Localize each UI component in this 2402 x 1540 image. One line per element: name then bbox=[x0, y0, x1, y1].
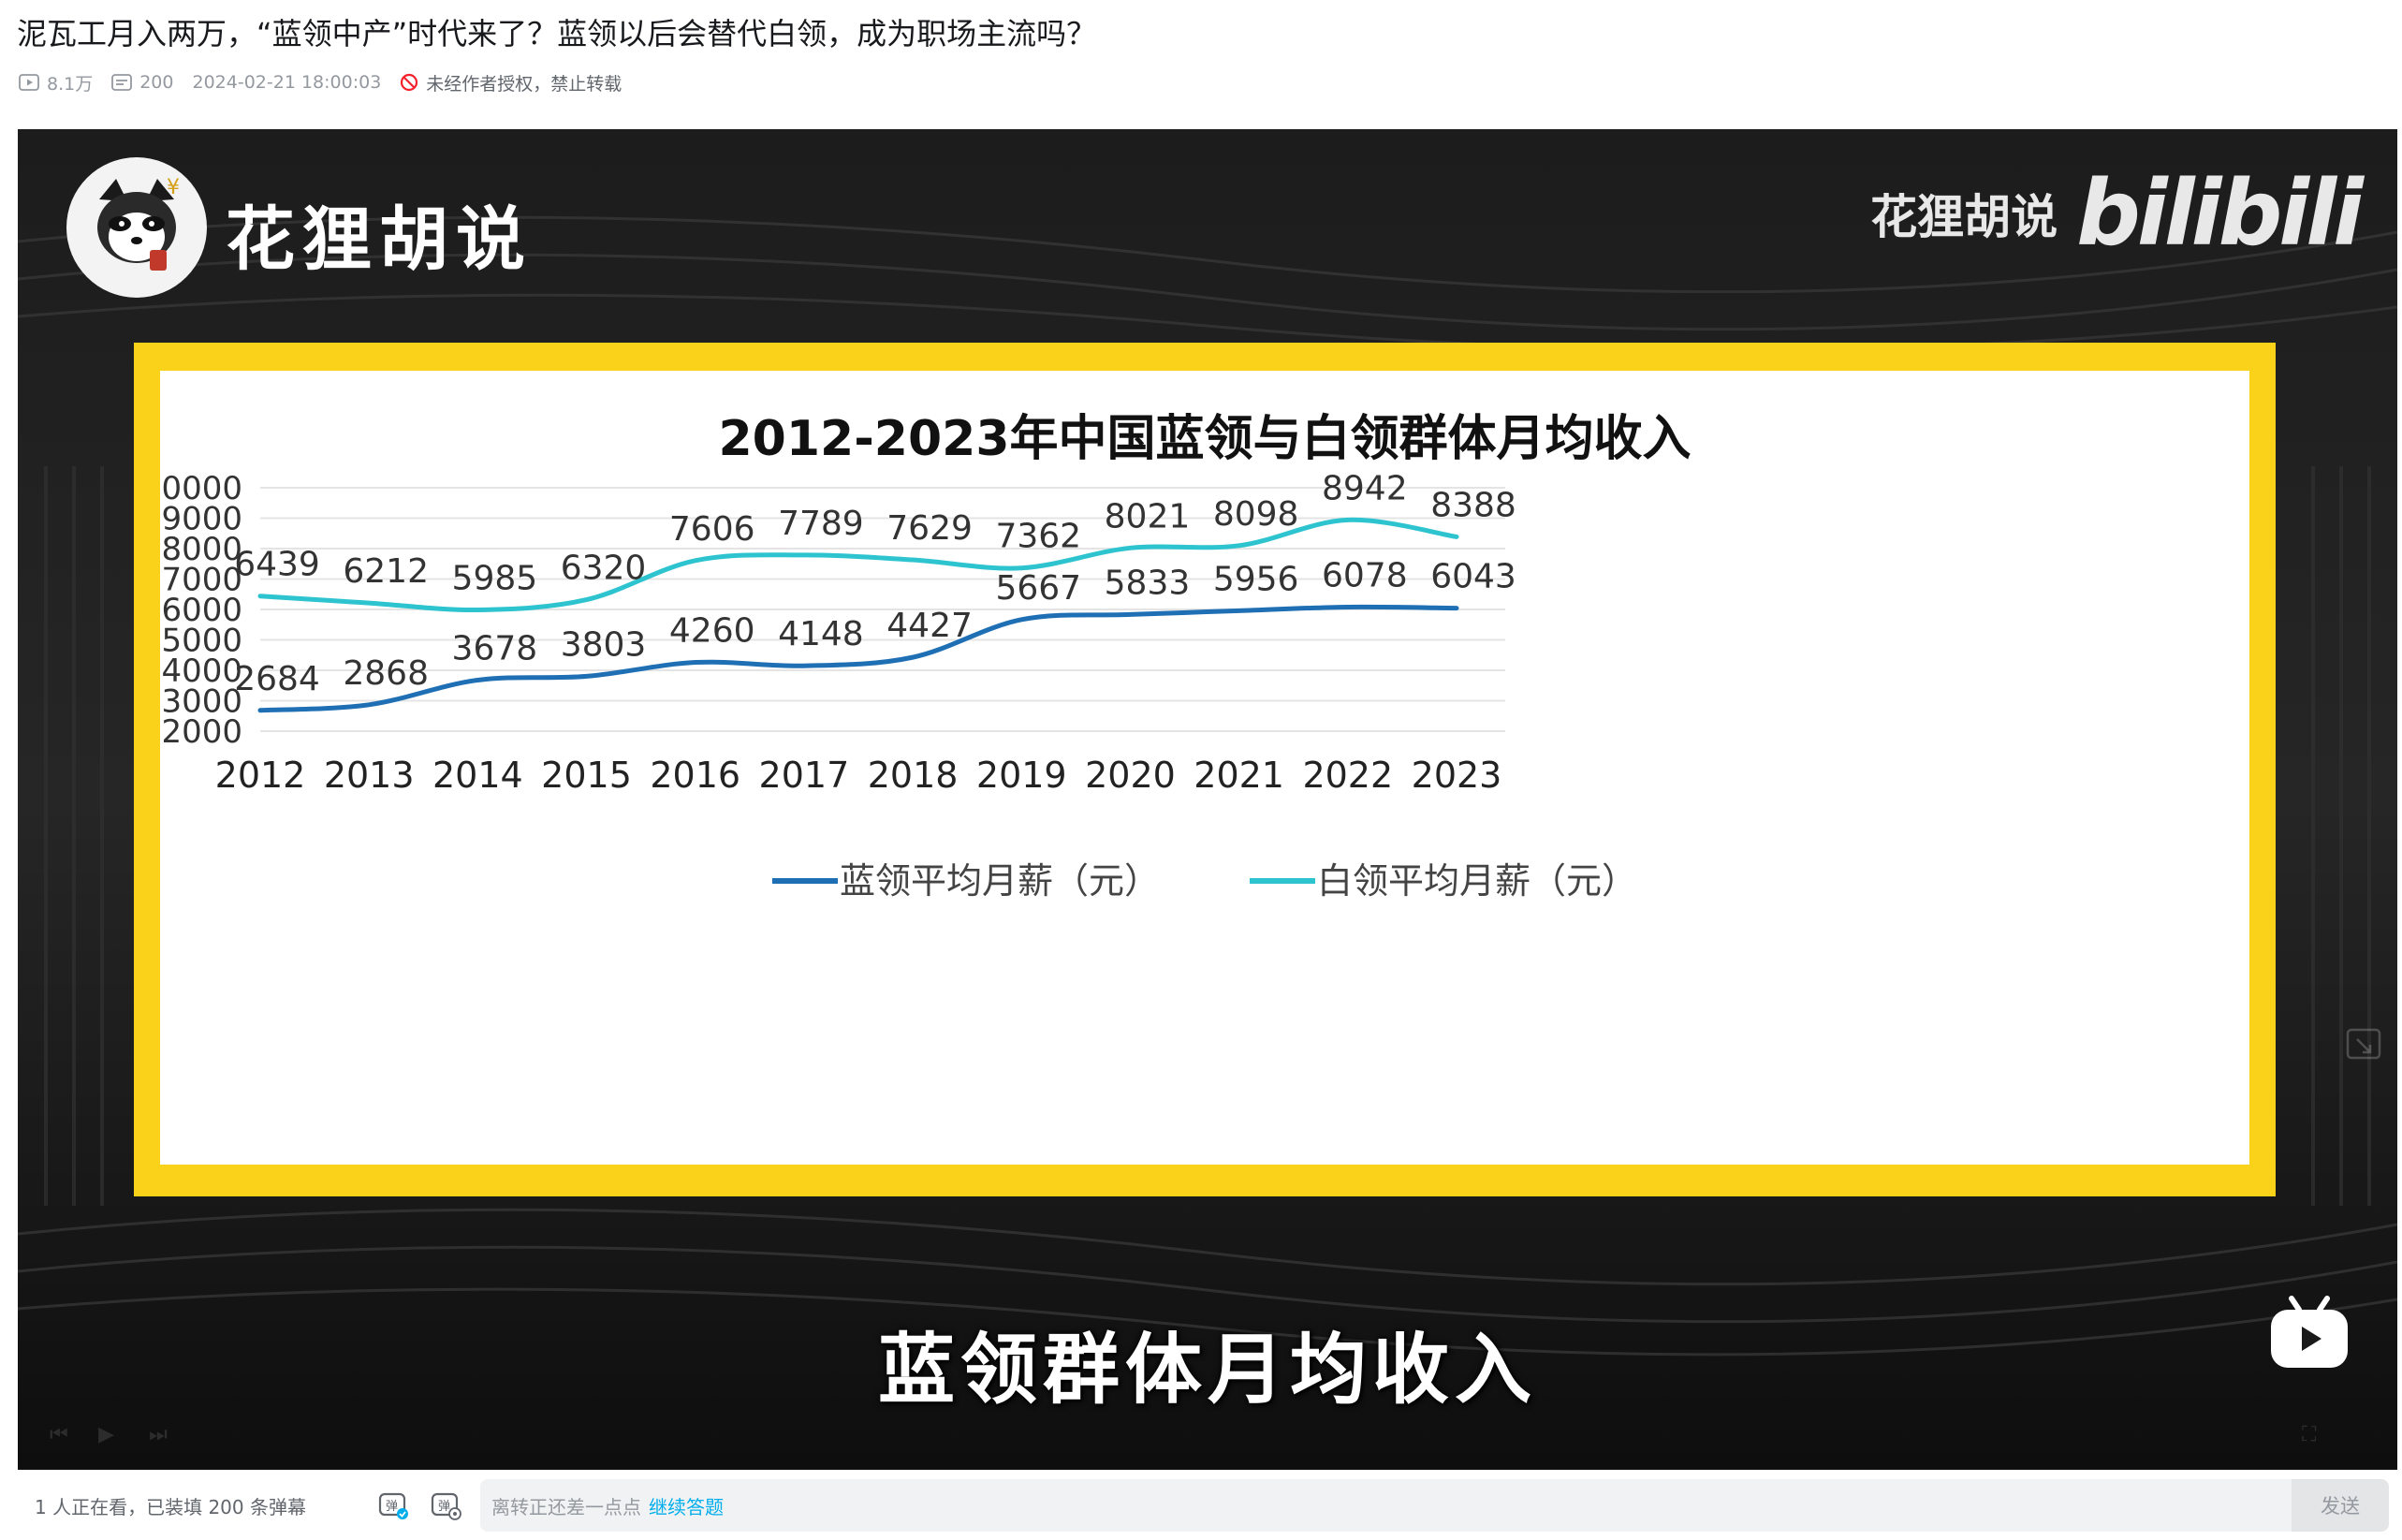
data-label: 5985 bbox=[452, 559, 538, 597]
play-icon[interactable]: ▶ bbox=[98, 1423, 114, 1446]
x-tick-label: 2012 bbox=[215, 755, 306, 796]
y-tick-label: 2000 bbox=[161, 713, 242, 751]
copyright-notice: 未经作者授权，禁止转载 bbox=[400, 70, 622, 95]
danmaku-input[interactable]: 离转正还差一点点 继续答题 bbox=[480, 1479, 2292, 1532]
y-tick-label: 5000 bbox=[161, 623, 242, 660]
data-label: 6078 bbox=[1322, 556, 1408, 594]
danmaku-icon bbox=[111, 74, 133, 91]
next-icon[interactable]: ⏭ bbox=[149, 1423, 168, 1446]
publish-time-value: 2024-02-21 18:00:03 bbox=[192, 72, 382, 93]
data-label: 2868 bbox=[343, 654, 429, 693]
data-label: 4427 bbox=[886, 607, 973, 645]
x-tick-label: 2018 bbox=[868, 755, 959, 796]
y-tick-label: 7000 bbox=[161, 562, 242, 599]
danmaku-settings[interactable]: 弹 bbox=[430, 1489, 461, 1521]
data-label: 8942 bbox=[1322, 469, 1408, 507]
y-tick-label: 6000 bbox=[161, 592, 242, 629]
data-label: 4148 bbox=[778, 615, 864, 653]
x-tick-label: 2021 bbox=[1194, 755, 1284, 796]
viewers-text: 1 人正在看，已装填 200 条弹幕 bbox=[35, 1495, 306, 1518]
video-subtitle: 蓝领群体月均收入 bbox=[877, 1326, 1537, 1415]
continue-quiz-link[interactable]: 继续答题 bbox=[649, 1495, 724, 1518]
publish-time: 2024-02-21 18:00:03 bbox=[192, 72, 381, 93]
raccoon-mascot-icon: ¥ bbox=[97, 176, 180, 271]
danmaku-settings-icon: 弹 bbox=[431, 1492, 461, 1520]
channel-logo: ¥ bbox=[66, 157, 207, 298]
video-title: 泥瓦工月入两万，“蓝领中产”时代来了？蓝领以后会替代白领，成为职场主流吗？ bbox=[17, 16, 1097, 51]
y-tick-label: 10000 bbox=[160, 470, 242, 507]
series-line-blue-collar bbox=[257, 604, 1459, 713]
send-button[interactable]: 发送 bbox=[2292, 1479, 2389, 1532]
data-label: 6043 bbox=[1430, 558, 1516, 596]
data-label: 6439 bbox=[234, 546, 320, 584]
data-label: 8021 bbox=[1105, 497, 1191, 535]
legend-label: 蓝领平均月薪（元） bbox=[840, 860, 1160, 902]
data-label: 8388 bbox=[1430, 486, 1516, 524]
y-tick-label: 3000 bbox=[161, 683, 242, 721]
data-label: 7789 bbox=[778, 505, 864, 543]
chart-paper: 2012-2023年中国蓝领与白领群体月均收入 2000 3000 4000 5000 6… bbox=[141, 371, 2249, 1165]
data-label: 2684 bbox=[234, 660, 320, 698]
x-tick-label: 2014 bbox=[432, 755, 523, 796]
channel-name: 花狸胡说 bbox=[226, 199, 533, 280]
danmaku-count-value: 200 bbox=[139, 72, 174, 93]
data-label: 5833 bbox=[1105, 564, 1191, 602]
data-label: 8098 bbox=[1213, 495, 1299, 534]
bilibili-watermark: 花狸胡说 bilibili bbox=[1870, 161, 2364, 266]
player-controls-ghost: ⏮ ▶ ⏭ ⛶ bbox=[18, 1412, 2397, 1459]
bilibili-tv-play-icon[interactable] bbox=[2267, 1295, 2351, 1371]
svg-text:¥: ¥ bbox=[167, 176, 180, 199]
income-line-chart: 2012-2023年中国蓝领与白领群体月均收入20003000400050006… bbox=[141, 411, 1692, 902]
data-label: 6320 bbox=[561, 550, 647, 588]
danmaku-bar: 1 人正在看，已装填 200 条弹幕 弹 弹 离转正还差一点点 继续答题 发送 bbox=[18, 1475, 2397, 1535]
picture-in-picture-icon[interactable] bbox=[2346, 1028, 2383, 1062]
data-label: 7629 bbox=[886, 509, 973, 548]
legend-label: 白领平均月薪（元） bbox=[1317, 860, 1637, 902]
watermark-brand: bilibili bbox=[2076, 161, 2364, 266]
x-tick-label: 2022 bbox=[1302, 755, 1393, 796]
data-label: 3678 bbox=[452, 629, 538, 667]
copyright-notice-text: 未经作者授权，禁止转载 bbox=[426, 73, 622, 95]
watermark-text: 花狸胡说 bbox=[1870, 190, 2058, 244]
x-tick-label: 2023 bbox=[1412, 755, 1502, 796]
no-repost-icon bbox=[401, 73, 418, 92]
danmaku-toggle-icon: 弹 bbox=[378, 1492, 408, 1519]
svg-text:弹: 弹 bbox=[438, 1500, 450, 1514]
danmaku-count: 200 bbox=[111, 72, 173, 93]
y-tick-label: 8000 bbox=[161, 531, 242, 568]
data-label: 5956 bbox=[1213, 560, 1299, 598]
fullscreen-icon[interactable]: ⛶ bbox=[2302, 1423, 2317, 1446]
data-label: 7606 bbox=[669, 510, 755, 549]
x-tick-label: 2020 bbox=[1085, 755, 1176, 796]
danmaku-toggle[interactable]: 弹 bbox=[377, 1489, 409, 1521]
chart-title: 2012-2023年中国蓝领与白领群体月均收入 bbox=[718, 411, 1691, 467]
y-tick-label: 9000 bbox=[161, 501, 242, 538]
data-label: 5667 bbox=[995, 569, 1081, 608]
y-tick-label: 4000 bbox=[161, 653, 242, 690]
danmaku-input-hint: 离转正还差一点点 bbox=[491, 1495, 641, 1518]
data-label: 6212 bbox=[343, 552, 429, 591]
view-count-value: 8.1万 bbox=[47, 73, 94, 95]
series-line-white-collar bbox=[257, 517, 1459, 613]
prev-icon[interactable]: ⏮ bbox=[50, 1423, 68, 1446]
x-tick-label: 2015 bbox=[541, 755, 632, 796]
chart-frame: 2012-2023年中国蓝领与白领群体月均收入 2000 3000 4000 5000 6… bbox=[134, 343, 2276, 1196]
svg-text:弹: 弹 bbox=[386, 1500, 398, 1514]
x-tick-label: 2016 bbox=[650, 755, 740, 796]
x-tick-label: 2013 bbox=[324, 755, 415, 796]
video-meta: 8.1万 200 2024-02-21 18:00:03 未经作者授权，禁止转载 bbox=[19, 69, 640, 95]
video-player[interactable]: ¥ 花狸胡说 花狸胡说 bilibili 2012-2023年中国蓝领与白领群体… bbox=[18, 129, 2397, 1470]
x-tick-label: 2017 bbox=[759, 755, 850, 796]
play-count-icon bbox=[19, 74, 39, 91]
data-label: 4260 bbox=[669, 612, 755, 651]
data-label: 7362 bbox=[995, 518, 1081, 556]
data-label: 3803 bbox=[561, 625, 647, 664]
x-tick-label: 2019 bbox=[976, 755, 1067, 796]
view-count: 8.1万 bbox=[19, 70, 93, 95]
